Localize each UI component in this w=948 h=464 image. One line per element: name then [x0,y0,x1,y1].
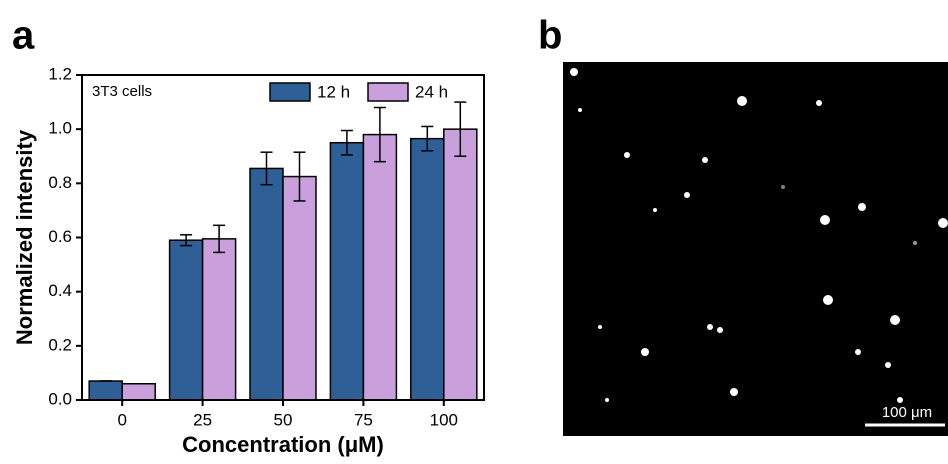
bar [410,137,445,401]
y-tick-label: 1.2 [48,64,72,83]
legend-label: 24 h [415,82,448,101]
x-tick-label: 100 [430,410,458,429]
y-tick-label: 0.6 [48,227,72,246]
bar [249,167,284,401]
y-tick-label: 0.4 [48,281,72,300]
micrograph: 100 μm [563,62,948,436]
x-tick-label: 75 [354,410,373,429]
bar [121,383,156,401]
bar [168,239,204,401]
image-background [563,62,948,436]
y-axis-title: Normalized intensity [12,129,37,345]
y-tick-label: 0.0 [48,389,72,408]
x-tick-label: 0 [117,410,126,429]
y-tick-label: 0.8 [48,173,72,192]
panel-label: a [12,14,35,58]
annotation: 3T3 cells [92,83,152,100]
bar [443,128,478,401]
plot-frame [81,74,485,401]
cells [570,68,948,403]
y-tick-label: 0.2 [48,335,72,354]
x-tick-label: 50 [274,410,293,429]
x-tick-label: 25 [193,410,212,429]
legend-swatch [269,82,311,102]
bar [88,380,123,401]
panel-label: b [538,14,562,58]
bar [329,141,365,401]
legend-label: 12 h [317,82,350,101]
scale-bar-label: 100 μm [882,404,932,421]
bar [362,133,398,401]
bar [201,238,237,401]
bar [282,175,317,401]
x-axis-title: Concentration (μM) [182,432,384,457]
legend-swatch [367,82,409,102]
y-tick-label: 1.0 [48,119,72,138]
